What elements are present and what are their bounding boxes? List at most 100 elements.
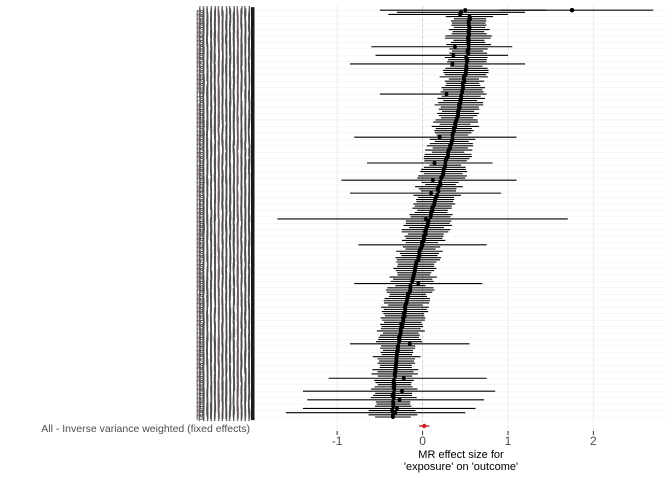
snp-label-glyph [229,307,232,316]
snp-label-glyph [229,199,231,209]
snp-label-glyph [213,214,216,224]
snp-label-glyph [206,124,208,133]
snp-label-glyph [244,122,246,131]
snp-label-glyph [214,96,217,105]
snp-label-glyph [222,90,224,99]
snp-point [451,53,456,58]
snp-point [407,341,412,346]
snp-label-glyph [233,290,236,299]
snp-label-prefix: rs [196,372,205,384]
snp-label-glyph [222,395,224,404]
snp-label-glyph [210,354,213,364]
snp-label-glyph [226,143,228,153]
snp-label-glyph [237,255,239,265]
snp-rows [277,7,654,419]
snp-label-glyph [203,47,205,56]
snp-label-glyph [199,6,201,15]
snp-label-glyph [232,262,235,271]
snp-label-glyph [199,167,201,176]
snp-point [450,137,455,142]
snp-label-glyph [213,158,216,168]
snp-point [396,343,401,348]
snp-label-glyph [233,311,236,320]
snp-point [438,180,443,185]
x-tick-label: 2 [590,434,597,448]
snp-label-glyph [226,139,228,148]
snp-label-glyph [206,120,208,129]
snp-label-glyph [228,277,231,286]
snp-label-glyph [206,232,209,241]
snp-label-glyph [214,240,217,249]
snp-label-glyph [206,255,209,265]
snp-label-glyph [217,337,220,346]
snp-label-glyph [221,176,223,185]
snp-label-glyph [236,55,238,64]
summary-label: All - Inverse variance weighted (fixed e… [41,423,250,435]
snp-point [466,46,471,51]
snp-label-glyph [202,133,204,142]
snp-label-glyph [222,113,224,122]
snp-label-prefix: rs [196,359,205,371]
snp-label-glyph [241,83,243,92]
snp-label-glyph [244,350,246,359]
snp-label-glyph [241,137,243,146]
snp-label-glyph [241,322,243,331]
snp-label-glyph [240,44,242,54]
snp-label-glyph [218,359,220,368]
snp-label-glyph [248,161,251,170]
snp-label-glyph [236,268,238,277]
snp-label-glyph [203,283,205,292]
snp-label-glyph [213,124,216,133]
snp-label-glyph [241,214,243,224]
snp-label-glyph [248,6,251,15]
snp-label-glyph [248,281,251,290]
snp-label-glyph [241,141,243,150]
snp-label-glyph [245,301,247,310]
snp-label-glyph [240,195,242,204]
snp-label-glyph [218,193,220,202]
snp-label-glyph [210,270,213,280]
snp-label-glyph [247,118,250,127]
snp-label-prefix: rs [196,187,205,199]
snp-label-glyph [232,408,235,417]
snp-point [393,410,398,415]
snp-label-prefix: rs [196,252,205,264]
snp-label-glyph [233,25,236,34]
snp-label-glyph [233,186,235,196]
gridlines [256,6,666,431]
snp-label-glyph [248,47,251,56]
snp-label-glyph [232,139,235,148]
snp-label-glyph [225,21,227,30]
snp-label-glyph [237,281,239,290]
summary-point [422,423,427,429]
snp-label-prefix: rs [196,148,205,160]
snp-label-glyph [225,204,228,213]
snp-label-glyph [244,163,246,172]
snp-label-glyph [198,273,201,282]
snp-label-glyph [199,270,201,280]
snp-label-glyph [213,94,216,103]
snp-label-glyph [245,92,247,101]
snp-label-glyph [240,128,242,138]
snp-label-glyph [206,100,208,110]
x-tick-label: 0 [419,434,426,448]
snp-label-glyph [203,184,205,193]
snp-label-glyph [228,100,231,110]
snp-label-glyph [245,238,247,247]
snp-point [432,160,437,165]
snp-label-glyph [232,59,235,69]
snp-label-glyph [237,406,239,415]
snp-label-glyph [214,249,217,258]
snp-label-glyph [248,344,251,353]
snp-point [429,191,434,196]
snp-label-glyph [222,79,224,88]
snp-point [394,406,399,411]
snp-label-glyph [237,57,239,66]
snp-label-glyph [229,195,232,204]
snp-label-glyph [199,75,201,84]
snp-label-glyph [217,113,219,122]
snp-label-glyph [237,316,239,325]
snp-label-glyph [214,365,216,374]
snp-label-glyph [217,161,219,170]
